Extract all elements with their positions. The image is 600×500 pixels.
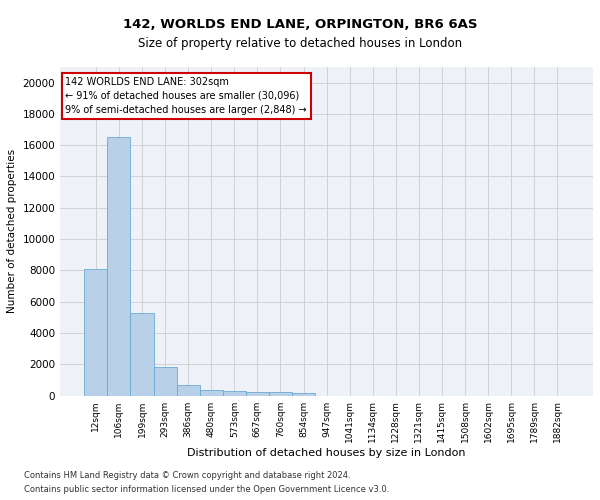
Bar <box>107 138 130 396</box>
Bar <box>200 390 223 396</box>
X-axis label: Distribution of detached houses by size in London: Distribution of detached houses by size … <box>187 448 466 458</box>
Bar <box>292 394 315 396</box>
Bar <box>176 384 200 396</box>
Text: 142, WORLDS END LANE, ORPINGTON, BR6 6AS: 142, WORLDS END LANE, ORPINGTON, BR6 6AS <box>123 18 477 30</box>
Bar <box>154 366 176 396</box>
Text: Contains HM Land Registry data © Crown copyright and database right 2024.: Contains HM Land Registry data © Crown c… <box>24 470 350 480</box>
Y-axis label: Number of detached properties: Number of detached properties <box>7 149 17 314</box>
Bar <box>85 269 107 396</box>
Text: 142 WORLDS END LANE: 302sqm
← 91% of detached houses are smaller (30,096)
9% of : 142 WORLDS END LANE: 302sqm ← 91% of det… <box>65 77 307 115</box>
Text: Size of property relative to detached houses in London: Size of property relative to detached ho… <box>138 38 462 51</box>
Bar <box>223 391 246 396</box>
Text: Contains public sector information licensed under the Open Government Licence v3: Contains public sector information licen… <box>24 486 389 494</box>
Bar <box>246 392 269 396</box>
Bar <box>130 312 154 396</box>
Bar <box>269 392 292 396</box>
